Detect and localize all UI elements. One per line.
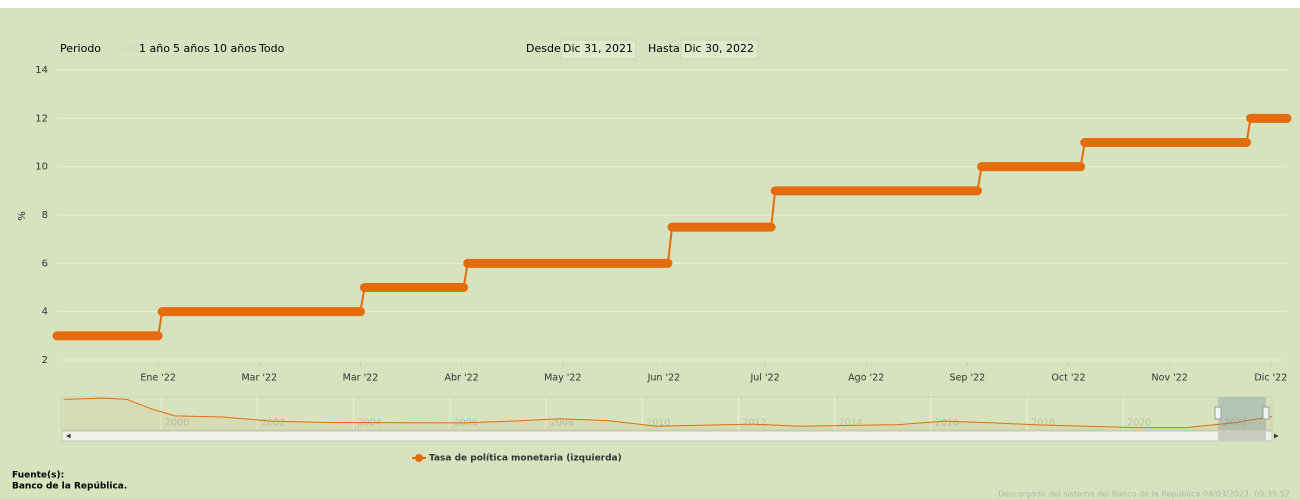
navigator-window xyxy=(1218,397,1266,430)
from-value[interactable]: Dic 31, 2021 xyxy=(563,42,633,55)
x-tick-label: Jun '22 xyxy=(647,373,681,384)
x-tick-label: Mar '22 xyxy=(241,373,277,384)
range-button[interactable]: Todo xyxy=(258,42,285,55)
navigator-tick-label: 2000 xyxy=(165,418,189,429)
navigator-handle[interactable] xyxy=(1214,406,1222,420)
x-tick-label: Abr '22 xyxy=(445,373,479,384)
navigator-tick-label: 2018 xyxy=(1031,418,1055,429)
navigator-tick-label: 2010 xyxy=(646,418,670,429)
y-tick-label: 2 xyxy=(42,355,48,366)
range-button[interactable]: 1 año xyxy=(139,42,170,55)
x-tick-label: May '22 xyxy=(544,373,581,384)
range-button[interactable]: 5 años xyxy=(173,42,210,55)
y-tick-label: 14 xyxy=(35,65,48,76)
x-tick-label: Ene '22 xyxy=(140,373,176,384)
navigator-frame xyxy=(61,396,1273,431)
navigator-tick-label: 2014 xyxy=(839,418,863,429)
scrollbar[interactable] xyxy=(61,430,1273,442)
navigator-handle[interactable] xyxy=(1262,406,1270,420)
navigator-tick-label: 2012 xyxy=(742,418,766,429)
from-input[interactable] xyxy=(560,39,637,60)
x-tick-label: Sep '22 xyxy=(950,373,986,384)
source-title: Fuente(s): xyxy=(12,471,64,481)
navigator-tick-label: 2016 xyxy=(935,418,959,429)
to-value[interactable]: Dic 30, 2022 xyxy=(684,42,754,55)
x-tick-label: Oct '22 xyxy=(1051,373,1085,384)
x-tick-label: Dic '22 xyxy=(1254,373,1287,384)
navigator-tick-label: 2008 xyxy=(550,418,574,429)
y-tick-label: 4 xyxy=(42,307,48,318)
y-tick-label: 10 xyxy=(35,162,48,173)
scrollbar-thumb[interactable] xyxy=(1218,431,1266,441)
legend-marker xyxy=(415,454,423,462)
y-tick-label: 8 xyxy=(42,210,48,221)
range-button[interactable]: 1 mes xyxy=(106,42,140,55)
x-tick-label: Mar '22 xyxy=(343,373,379,384)
x-tick-label: Ago '22 xyxy=(848,373,884,384)
y-axis-label: % xyxy=(17,211,28,221)
to-input[interactable] xyxy=(680,39,759,60)
x-tick-label: Jul '22 xyxy=(749,373,779,384)
navigator-line xyxy=(64,397,1273,429)
source: Banco de la República. xyxy=(12,482,127,492)
from-label: Desde xyxy=(526,42,561,55)
navigator-tick-label: 2020 xyxy=(1127,418,1151,429)
footer: Descargado del sistema del Banco de la R… xyxy=(998,490,1290,499)
navigator-tick-label: 2002 xyxy=(261,418,285,429)
y-tick-label: 6 xyxy=(42,258,48,269)
legend-label[interactable]: Tasa de política monetaria (izquierda) xyxy=(429,454,622,464)
navigator-area xyxy=(64,398,1273,430)
range-button[interactable]: 10 años xyxy=(213,42,257,55)
scroll-right[interactable]: ▶ xyxy=(1274,433,1279,440)
to-label: Hasta xyxy=(648,42,680,55)
scroll-left[interactable]: ◀ xyxy=(66,433,71,440)
x-tick-label: Nov '22 xyxy=(1152,373,1188,384)
range-label: Periodo xyxy=(60,42,101,55)
y-tick-label: 12 xyxy=(35,113,48,124)
